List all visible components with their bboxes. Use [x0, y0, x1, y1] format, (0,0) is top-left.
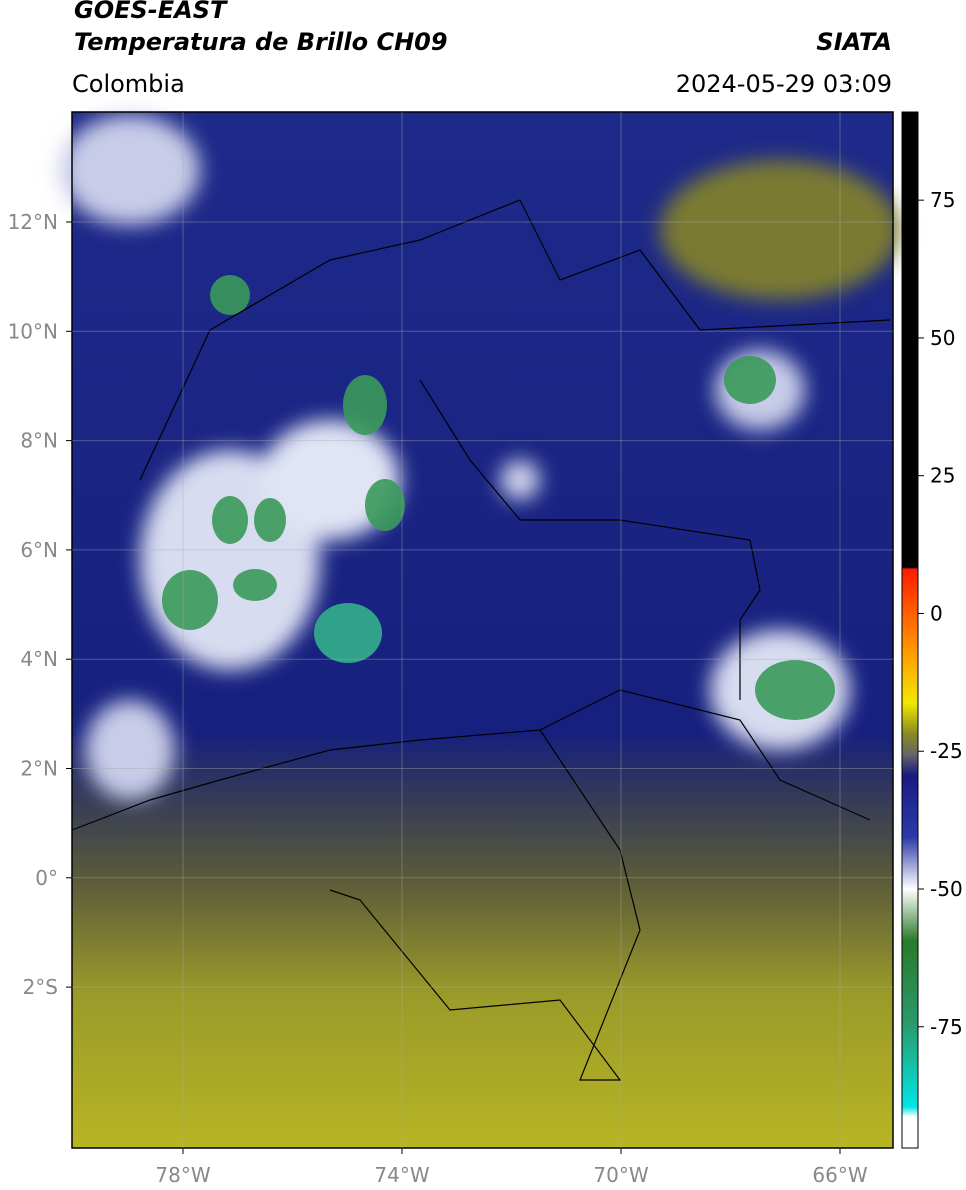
subtitle: Temperatura de Brillo CH09 [74, 28, 448, 56]
region: Colombia [72, 70, 185, 98]
map-frame [71, 111, 894, 1149]
lat-tick-label: 6°N [20, 538, 58, 562]
colorbar-tick-label: 0 [930, 601, 943, 625]
lon-tick-label: 70°W [593, 1163, 648, 1187]
lat-tick-label: 0° [35, 866, 58, 890]
colorbar-tick-label: -75 [930, 1015, 963, 1039]
colorbar [901, 111, 919, 1149]
lat-tick-label: 8°N [20, 429, 58, 453]
lon-tick-label: 74°W [374, 1163, 429, 1187]
lat-tick-label: 4°N [20, 647, 58, 671]
lat-tick-label: 12°N [8, 210, 58, 234]
lat-tick-label: 10°N [8, 319, 58, 343]
colorbar-tick-label: -50 [930, 877, 963, 901]
lon-tick-label: 66°W [812, 1163, 867, 1187]
satellite-image [60, 112, 900, 1148]
datetime: 2024-05-29 03:09 [675, 70, 892, 98]
colorbar-tick-label: 75 [930, 188, 955, 212]
source: SIATA [816, 28, 892, 56]
colorbar-tick-label: -25 [930, 739, 963, 763]
title: GOES-EAST [74, 0, 227, 24]
lon-tick-label: 78°W [155, 1163, 210, 1187]
lat-tick-label: 2°S [23, 975, 58, 999]
colorbar-tick-label: 50 [930, 326, 955, 350]
colorbar-tick-label: 25 [930, 464, 955, 488]
lat-tick-label: 2°N [20, 757, 58, 781]
